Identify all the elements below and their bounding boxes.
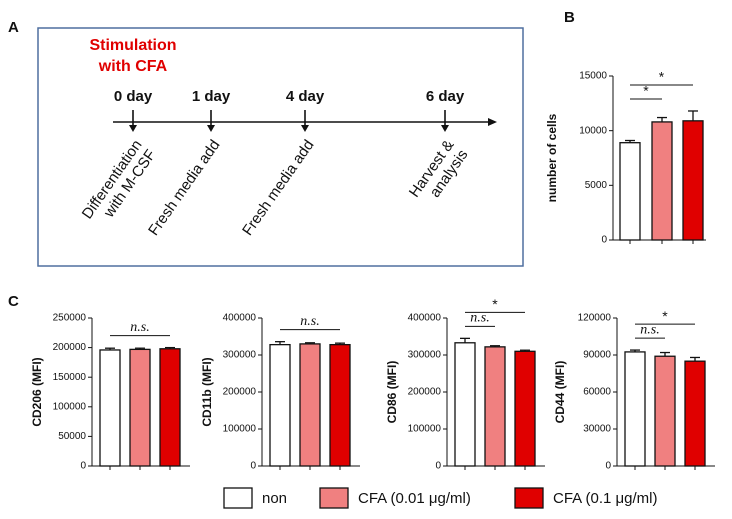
day-arrowhead <box>207 125 215 132</box>
panel-label: A <box>8 19 19 36</box>
bar <box>299 343 321 467</box>
legend-label: CFA (0.01 μg/ml) <box>358 490 471 507</box>
y-tick-label: 200000 <box>408 387 442 398</box>
bar <box>654 355 676 467</box>
bar <box>624 351 646 467</box>
bar <box>682 120 704 241</box>
step-label: Fresh media add <box>145 137 223 239</box>
y-axis-label: number of cells <box>545 113 559 202</box>
y-tick-label: 0 <box>80 461 86 472</box>
y-tick-label: 200000 <box>53 342 87 353</box>
y-tick-label: 30000 <box>583 424 611 435</box>
y-tick-label: 0 <box>601 235 607 246</box>
day-label: 4 day <box>286 88 325 105</box>
timeline-box <box>37 27 524 267</box>
legend-label: CFA (0.1 μg/ml) <box>553 490 658 507</box>
bar <box>329 343 351 467</box>
y-axis-label: CD44 (MFI) <box>553 361 567 424</box>
bar <box>684 360 706 467</box>
day-arrowhead <box>301 125 309 132</box>
y-tick-label: 60000 <box>583 387 611 398</box>
significance-label: n.s. <box>130 320 149 335</box>
legend-swatch <box>319 487 349 509</box>
bar <box>129 348 151 467</box>
bar <box>99 349 121 467</box>
legend-swatch <box>514 487 544 509</box>
bar <box>651 121 673 241</box>
bar <box>269 343 291 467</box>
y-axis-label: CD206 (MFI) <box>30 357 44 426</box>
bar <box>454 342 476 467</box>
y-tick-label: 10000 <box>579 125 607 136</box>
day-arrowhead <box>441 125 449 132</box>
y-tick-label: 300000 <box>408 350 442 361</box>
significance-label: n.s. <box>640 322 659 337</box>
bar <box>619 142 641 241</box>
day-label: 0 day <box>114 88 153 105</box>
significance-label: * <box>662 308 668 324</box>
step-label: Fresh media add <box>239 137 317 239</box>
bar <box>159 348 181 467</box>
y-tick-label: 15000 <box>579 71 607 82</box>
bar <box>484 346 506 467</box>
panel-label: B <box>564 9 575 26</box>
step-label-group: Fresh media add <box>239 137 317 239</box>
step-label-group: Harvest &analysis <box>406 137 472 201</box>
panel-label: C <box>8 293 19 310</box>
y-tick-label: 250000 <box>53 313 87 324</box>
timeline-arrowhead <box>488 118 497 126</box>
legend-label: non <box>262 490 287 507</box>
y-tick-label: 5000 <box>585 180 608 191</box>
y-tick-label: 0 <box>605 461 611 472</box>
significance-label: n.s. <box>300 314 319 329</box>
significance-label: * <box>659 69 665 85</box>
significance-label: n.s. <box>470 311 489 326</box>
y-tick-label: 150000 <box>53 372 87 383</box>
y-tick-label: 100000 <box>408 424 442 435</box>
bar <box>514 350 536 467</box>
y-tick-label: 0 <box>250 461 256 472</box>
y-tick-label: 100000 <box>53 401 87 412</box>
y-tick-label: 50000 <box>58 431 86 442</box>
y-tick-label: 400000 <box>223 313 257 324</box>
stimulation-title: with CFA <box>98 58 168 75</box>
y-tick-label: 100000 <box>223 424 257 435</box>
y-tick-label: 200000 <box>223 387 257 398</box>
y-tick-label: 400000 <box>408 313 442 324</box>
y-tick-label: 300000 <box>223 350 257 361</box>
legend-swatch <box>223 487 253 509</box>
day-label: 6 day <box>426 88 465 105</box>
significance-label: * <box>643 83 649 99</box>
y-tick-label: 120000 <box>578 313 612 324</box>
y-axis-label: CD11b (MFI) <box>200 357 214 426</box>
stimulation-title: Stimulation <box>89 37 176 54</box>
significance-label: * <box>492 296 498 312</box>
day-label: 1 day <box>192 88 231 105</box>
step-label-group: Fresh media add <box>145 137 223 239</box>
y-tick-label: 90000 <box>583 350 611 361</box>
y-tick-label: 0 <box>435 461 441 472</box>
day-arrowhead <box>129 125 137 132</box>
y-axis-label: CD86 (MFI) <box>385 361 399 424</box>
